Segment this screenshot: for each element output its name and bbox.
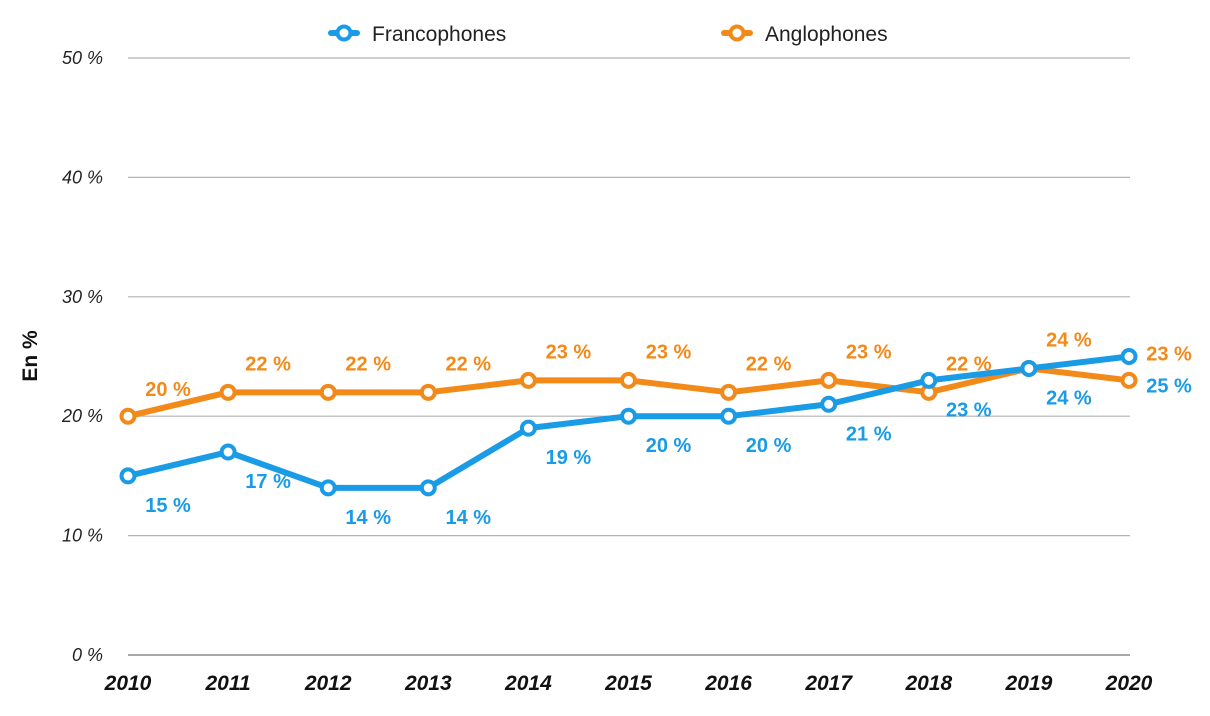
data-point (319, 383, 337, 401)
data-label: 25 % (1146, 376, 1192, 398)
data-label: 22 % (245, 353, 291, 375)
data-label: 17 % (245, 471, 291, 493)
data-label: 24 % (1046, 329, 1092, 351)
data-point (219, 443, 237, 461)
x-axis-ticks: 2010 2011 2012 2013 2014 2015 2016 2017 2018 2019… (104, 672, 1153, 695)
data-point (920, 371, 938, 389)
y-tick-label: 10 % (62, 526, 103, 546)
data-label: 23 % (546, 341, 592, 363)
data-point (319, 479, 337, 497)
x-tick-label: 2020 (1105, 672, 1153, 695)
x-tick-label: 2014 (504, 672, 552, 695)
data-point (620, 407, 637, 425)
data-point (419, 479, 437, 497)
data-point (1120, 371, 1138, 389)
data-label: 14 % (446, 507, 492, 529)
legend-item-francophones: Francophones (328, 23, 506, 46)
x-tick-label: 2010 (104, 672, 152, 695)
data-point (419, 383, 437, 401)
legend: Francophones Anglophones (328, 23, 888, 46)
data-label: 20 % (746, 435, 792, 457)
x-tick-label: 2011 (205, 672, 251, 695)
data-label: 22 % (746, 353, 792, 375)
data-label: 23 % (1146, 343, 1192, 365)
series-lines (119, 348, 1138, 497)
legend-marker (335, 24, 353, 42)
data-point (720, 407, 738, 425)
data-label: 19 % (546, 447, 592, 469)
legend-label: Anglophones (765, 23, 888, 46)
data-point (519, 371, 537, 389)
y-tick-label: 20 % (61, 406, 103, 426)
data-label: 22 % (946, 353, 992, 375)
data-point (119, 407, 137, 425)
y-tick-label: 40 % (62, 167, 103, 187)
y-tick-label: 50 % (62, 48, 103, 68)
data-label: 22 % (446, 353, 492, 375)
data-label: 23 % (846, 341, 892, 363)
data-label: 22 % (345, 353, 391, 375)
y-axis-label: En % (19, 330, 42, 382)
x-tick-label: 2013 (404, 672, 452, 695)
data-label: 20 % (646, 435, 692, 457)
x-tick-label: 2015 (604, 672, 652, 695)
data-point (820, 395, 838, 413)
data-point (119, 467, 137, 485)
data-label: 21 % (846, 423, 892, 445)
data-point (219, 383, 237, 401)
x-tick-label: 2017 (804, 672, 853, 695)
x-tick-label: 2012 (304, 672, 352, 695)
data-point (519, 419, 537, 437)
data-point (720, 383, 738, 401)
legend-label: Francophones (372, 23, 506, 46)
data-label: 15 % (145, 495, 191, 517)
data-point (820, 371, 838, 389)
legend-item-anglophones: Anglophones (721, 23, 888, 46)
x-tick-label: 2016 (704, 672, 752, 695)
y-tick-label: 30 % (62, 287, 103, 307)
x-tick-label: 2019 (1005, 672, 1053, 695)
data-point (620, 371, 637, 389)
data-label: 23 % (646, 341, 692, 363)
y-tick-label: 0 % (72, 645, 103, 665)
y-axis-ticks: 0 % 10 % 20 % 30 % 40 % 50 % (61, 48, 103, 665)
data-point (1120, 348, 1138, 365)
data-label: 24 % (1046, 387, 1092, 409)
data-labels: 15 % 17 % 14 % 14 % 19 % 20 % 20 % 21 % 23 % 24 %… (145, 329, 1192, 528)
x-tick-label: 2018 (904, 672, 952, 695)
data-label: 20 % (145, 379, 191, 401)
data-label: 14 % (345, 507, 391, 529)
data-point (1020, 359, 1038, 377)
legend-marker (728, 24, 746, 42)
data-label: 23 % (946, 399, 992, 421)
